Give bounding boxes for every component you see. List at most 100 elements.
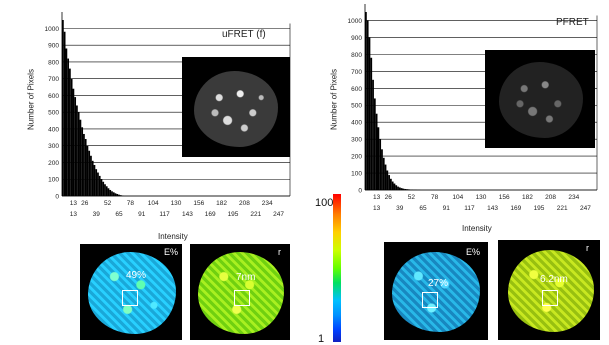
histogram-bar	[409, 189, 412, 190]
x-tick-label: 143	[487, 205, 498, 212]
y-tick-label: 400	[351, 120, 362, 127]
x-tick-label: 208	[545, 194, 556, 201]
x-tick-label: 156	[193, 200, 204, 207]
histogram-bar	[373, 98, 376, 190]
histogram-bar	[70, 78, 73, 196]
channel-label: E%	[164, 247, 179, 257]
histogram-bar	[377, 127, 380, 190]
histogram-bar	[397, 186, 399, 190]
histogram-bar	[62, 20, 64, 196]
x-tick-label: 104	[148, 200, 159, 207]
distance-value: 6.2nm	[540, 274, 568, 285]
x-tick-label: 52	[104, 200, 112, 207]
nucleus-image-uFRET	[182, 57, 290, 157]
histogram-bar	[393, 183, 396, 190]
histogram-bar	[114, 193, 117, 196]
histogram-bar	[100, 179, 103, 196]
x-tick-label: 65	[115, 211, 123, 218]
histogram-bar	[86, 145, 89, 196]
x-tick-label: 26	[81, 200, 89, 207]
y-tick-label: 200	[48, 160, 59, 167]
y-tick-label: 300	[351, 137, 362, 144]
x-tick-label: 247	[273, 211, 284, 218]
histogram-bar	[93, 164, 96, 196]
x-tick-label: 247	[580, 205, 591, 212]
histogram-bar	[112, 192, 115, 196]
histogram-bar	[118, 194, 120, 196]
x-tick-label: 13	[70, 211, 78, 218]
y-tick-label: 500	[351, 103, 362, 110]
x-tick-label: 78	[431, 194, 439, 201]
histogram-bar	[402, 188, 405, 190]
roi-box	[122, 290, 138, 306]
x-tick-label: 156	[499, 194, 510, 201]
histogram-bar	[95, 169, 98, 196]
xlabel-left: Intensity	[158, 232, 188, 241]
x-tick-label: 91	[443, 205, 451, 212]
histogram-bar	[400, 188, 403, 190]
efficiency-image-right: E% 27%	[384, 242, 488, 340]
histogram-bar	[386, 170, 389, 190]
histogram-bar	[84, 139, 87, 196]
roi-box	[542, 290, 558, 306]
y-tick-label: 500	[48, 110, 59, 117]
efficiency-value: 27%	[428, 278, 449, 289]
histogram-bar	[102, 181, 105, 196]
channel-label: r	[586, 243, 589, 253]
colorbar-min-label: 1	[318, 333, 325, 345]
colorbar-max-label: 100	[315, 197, 334, 209]
histogram-bar	[88, 150, 91, 196]
y-tick-label: 900	[351, 35, 362, 42]
histogram-bar	[398, 187, 401, 190]
histogram-bar	[379, 139, 382, 190]
ylabel-right: Number of Pixels	[329, 69, 339, 130]
histogram-bar	[381, 149, 383, 190]
histogram-bar	[375, 113, 378, 190]
x-tick-label: 130	[476, 194, 487, 201]
histogram-bar	[76, 105, 78, 196]
y-tick-label: 600	[351, 86, 362, 93]
distance-image-left: r 7nm	[190, 244, 290, 340]
histogram-bar	[72, 88, 75, 196]
histogram-bar	[372, 79, 374, 190]
y-tick-label: 800	[48, 59, 59, 66]
histogram-bar	[116, 193, 119, 196]
x-tick-label: 39	[396, 205, 404, 212]
histogram-bar	[388, 175, 390, 190]
y-tick-label: 700	[48, 76, 59, 83]
x-tick-label: 182	[522, 194, 533, 201]
histogram-bar	[366, 20, 369, 190]
x-tick-label: 13	[70, 200, 78, 207]
colorbar	[333, 194, 341, 342]
x-tick-label: 13	[373, 194, 381, 201]
histogram-bar	[365, 12, 367, 190]
y-tick-label: 900	[48, 43, 59, 50]
x-tick-label: 221	[557, 205, 568, 212]
x-tick-label: 143	[182, 211, 193, 218]
x-tick-label: 78	[127, 200, 135, 207]
distance-image-right: r 6.2nm	[498, 240, 600, 340]
y-tick-label: 100	[48, 177, 59, 184]
histogram-uFRET: 0 100 200 300 400 500 600 700 800 900 1000 13 26 52 78…	[45, 12, 291, 218]
histogram-bar	[121, 195, 124, 196]
histogram-bar	[81, 127, 84, 196]
histogram-bar	[395, 185, 398, 190]
x-tick-label: 65	[419, 205, 427, 212]
histogram-bar	[368, 37, 371, 190]
efficiency-value: 49%	[126, 270, 147, 281]
roi-box	[422, 292, 438, 308]
histogram-bar	[391, 181, 394, 190]
histogram-bar	[370, 57, 373, 191]
x-tick-label: 169	[510, 205, 521, 212]
y-tick-label: 700	[351, 69, 362, 76]
y-tick-label: 800	[351, 52, 362, 59]
y-tick-label: 600	[48, 93, 59, 100]
x-tick-label: 117	[464, 205, 475, 212]
y-tick-label: 100	[351, 171, 362, 178]
histogram-bar	[74, 97, 77, 196]
x-tick-label: 169	[205, 211, 216, 218]
x-tick-label: 13	[373, 205, 381, 212]
x-tick-label: 234	[262, 200, 273, 207]
xlabel-right: Intensity	[462, 224, 492, 233]
x-tick-label: 39	[93, 211, 101, 218]
